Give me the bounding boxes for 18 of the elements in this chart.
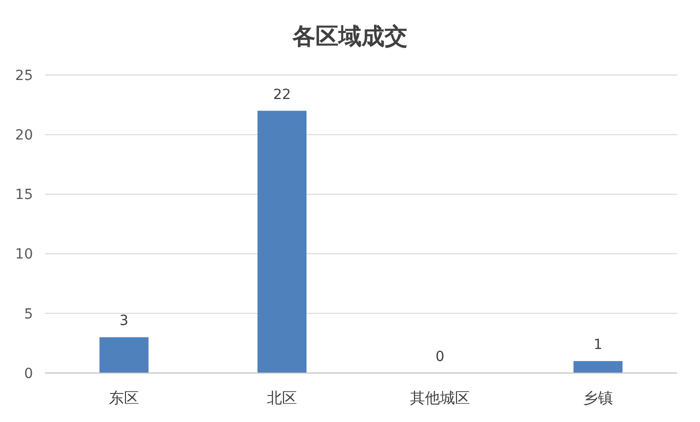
y-tick-label: 25 xyxy=(15,68,33,84)
data-label: 22 xyxy=(273,86,291,103)
y-tick-label: 10 xyxy=(15,246,33,263)
y-tick-label: 5 xyxy=(24,306,33,322)
bar xyxy=(100,337,148,373)
y-tick-label: 15 xyxy=(15,187,33,204)
chart-title: 各区域成交 xyxy=(292,23,408,50)
y-tick-label: 20 xyxy=(15,128,33,144)
y-tick-label: 0 xyxy=(24,366,33,382)
x-tick-label: 北区 xyxy=(267,389,297,407)
data-label: 3 xyxy=(120,313,128,330)
x-tick-label: 乡镇 xyxy=(583,389,613,407)
data-label: 0 xyxy=(436,349,444,365)
bar xyxy=(258,110,306,373)
x-tick-label: 其他城区 xyxy=(410,389,470,407)
bar xyxy=(574,361,622,373)
x-tick-label: 东区 xyxy=(109,389,139,407)
data-label: 1 xyxy=(594,337,602,354)
